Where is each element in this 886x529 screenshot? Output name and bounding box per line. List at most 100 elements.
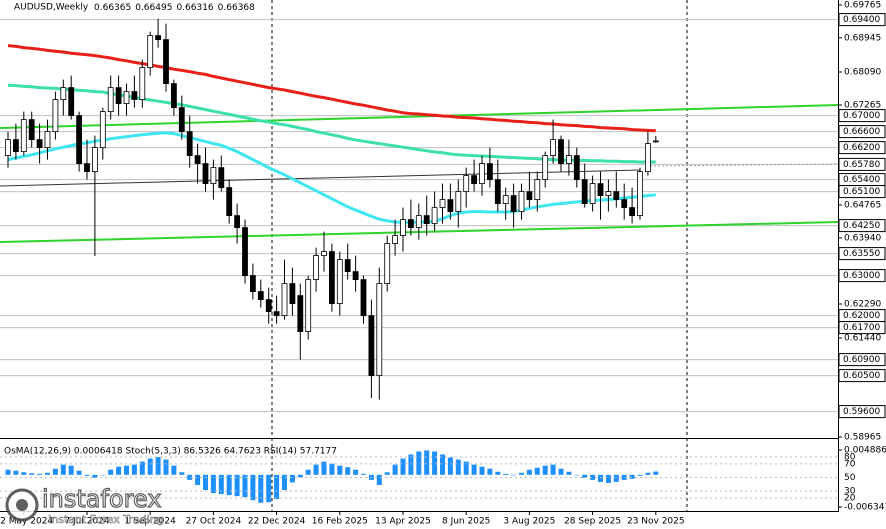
osma-bar (13, 470, 19, 475)
osma-bar (432, 451, 438, 475)
candle-body (581, 179, 588, 205)
osma-bar (313, 464, 319, 475)
candle-body (115, 87, 122, 104)
y-tick-label: 0.69765 (844, 1, 881, 11)
candle-body (76, 115, 82, 164)
x-tick-label: 22 Dec 2024 (248, 517, 306, 527)
osma-bar (234, 474, 240, 497)
level-tag (838, 141, 886, 155)
y-tick-label: 0.68090 (844, 68, 881, 78)
osma-bar (582, 474, 588, 478)
candle-body (566, 155, 572, 165)
candle-body (423, 215, 430, 225)
candle-body (139, 67, 146, 100)
candle-body (210, 167, 217, 185)
candle-body (621, 199, 628, 209)
x-tick-label: 28 Sep 2025 (564, 517, 621, 527)
level-label: 0.60900 (843, 355, 880, 365)
level-label: 0.59600 (843, 407, 880, 417)
candle-body (589, 183, 596, 205)
osma-bar (653, 471, 659, 475)
osma-bar (92, 474, 98, 478)
y-tick-label: 0.004886 (844, 446, 886, 456)
candle-body (5, 139, 11, 157)
level-label: 0.65400 (843, 175, 880, 185)
osma-bar (68, 465, 74, 475)
osma-bar (305, 469, 311, 475)
candle-body (242, 227, 248, 277)
candle-body (652, 140, 659, 143)
osma-bar (289, 474, 295, 483)
candle-body (147, 35, 154, 68)
osma-bar (590, 474, 596, 480)
osma-bar (321, 461, 327, 475)
candle-body (163, 39, 169, 84)
candle-body (455, 191, 462, 213)
osma-bar (266, 474, 272, 503)
osma-bar (45, 472, 50, 475)
level-label: 0.66200 (843, 143, 880, 153)
x-tick-label: 7 Jul 2024 (64, 517, 109, 527)
level-label: 0.62000 (843, 311, 880, 321)
candle-body (44, 131, 51, 149)
candle-body (155, 35, 162, 40)
candle-body (400, 219, 406, 237)
osma-bar (345, 467, 351, 475)
indicator (0, 450, 838, 503)
candle-body (249, 275, 256, 293)
osma-bar (447, 457, 453, 475)
candle-body (629, 207, 635, 217)
candle-body (486, 163, 493, 181)
candle-body (68, 87, 75, 116)
x-tick-label: 3 Aug 2025 (503, 517, 555, 527)
osma-bar (329, 463, 335, 475)
candle-body (479, 163, 485, 185)
osma-bar (440, 454, 445, 475)
x-tick-label: 13 Apr 2025 (375, 517, 431, 527)
osma-bar (171, 465, 177, 475)
osma-bar (574, 474, 580, 476)
candle-body (28, 119, 35, 140)
osma-bar (124, 465, 129, 475)
y-tick-label: 0.68945 (844, 33, 881, 43)
osma-bar (282, 474, 287, 491)
osma-bar (645, 472, 651, 475)
candle-body (313, 255, 320, 281)
candle-body (550, 139, 556, 157)
candle-body (60, 87, 67, 100)
indicator-title: OsMA(12,26,9) 0.0006418 Stoch(5,3,3) 86.… (4, 447, 337, 457)
osma-bar (613, 474, 619, 482)
candle-body (170, 83, 177, 108)
x-tick-label: 16 Feb 2025 (312, 517, 368, 527)
level-tag (838, 13, 886, 27)
candle-body (502, 195, 509, 205)
osma-bar (274, 474, 280, 500)
candle-body (123, 91, 130, 104)
osma-bar (361, 473, 366, 475)
ohlc-value: 0.66316 (176, 3, 213, 13)
osma-bar (210, 474, 216, 494)
candle-body (534, 179, 541, 201)
ohlc-value: 0.66495 (135, 3, 172, 13)
candle-body (613, 191, 620, 201)
ohlc-value: 0.66368 (218, 3, 255, 13)
level-tag (838, 125, 886, 139)
osma-bar (629, 474, 635, 479)
candle-body (321, 251, 327, 257)
candle-body (107, 87, 114, 112)
osma-bar (400, 458, 406, 475)
candle-body (637, 171, 643, 217)
osma-bar (5, 469, 11, 475)
candle-body (597, 183, 604, 197)
osma-bar (487, 468, 493, 475)
ohlc-value: 0.66365 (94, 3, 131, 13)
osma-bar (416, 451, 422, 475)
osma-bar (297, 474, 303, 478)
osma-bar (139, 461, 145, 475)
osma-bar (598, 474, 603, 482)
moving-average (7, 131, 656, 224)
osma-bar (455, 459, 461, 475)
level-label: 0.65780 (843, 160, 880, 170)
osma-bar (250, 474, 256, 501)
